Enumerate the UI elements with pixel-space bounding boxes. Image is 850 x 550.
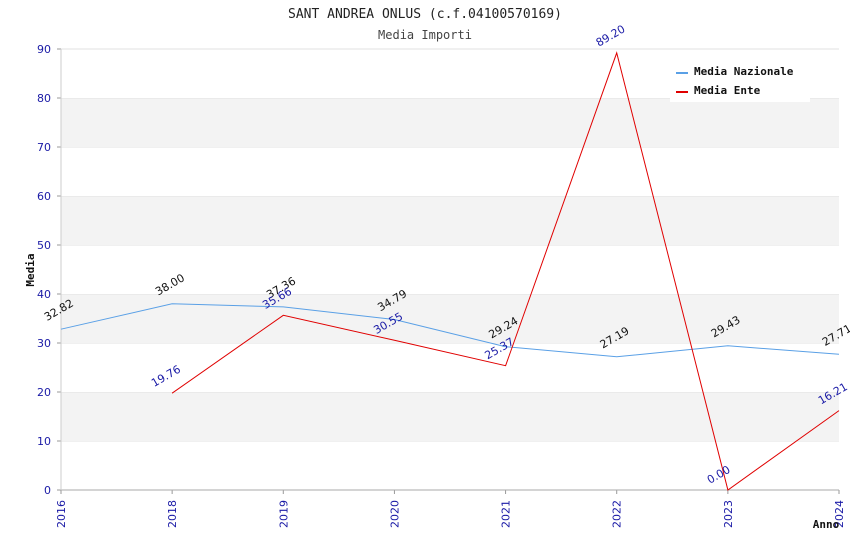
grid-band — [61, 392, 839, 441]
grid-band — [61, 98, 839, 147]
x-axis-ticks: 2016 2018 2019 2020 2021 2022 2023 2024 — [55, 490, 846, 528]
legend-label-ente: Media Ente — [694, 84, 761, 97]
y-tick-label: 50 — [37, 239, 51, 252]
legend: Media Nazionale Media Ente — [670, 60, 810, 102]
y-tick-label: 10 — [37, 435, 51, 448]
chart-subtitle: Media Importi — [378, 28, 472, 42]
x-tick-label: 2022 — [611, 500, 624, 528]
y-tick-label: 60 — [37, 190, 51, 203]
x-tick-label: 2019 — [277, 500, 290, 528]
y-tick-label: 30 — [37, 337, 51, 350]
grid-bands — [61, 48, 839, 490]
y-tick-label: 20 — [37, 386, 51, 399]
y-tick-label: 0 — [44, 484, 51, 497]
x-tick-label: 2021 — [500, 500, 513, 528]
data-label-ente: 89.20 — [594, 23, 628, 50]
y-axis-label: Media — [24, 253, 37, 286]
y-tick-label: 40 — [37, 288, 51, 301]
grid-band — [61, 147, 839, 196]
grid-band — [61, 294, 839, 343]
legend-label-nazionale: Media Nazionale — [694, 65, 794, 78]
x-tick-label: 2023 — [722, 500, 735, 528]
grid-band — [61, 441, 839, 490]
series-group — [60, 51, 840, 491]
x-tick-label: 2018 — [166, 500, 179, 528]
y-axis-ticks: 0 10 20 30 40 50 60 70 80 90 — [37, 43, 61, 497]
y-tick-label: 80 — [37, 92, 51, 105]
x-tick-label: 2020 — [388, 500, 401, 528]
x-tick-label: 2024 — [833, 500, 846, 528]
grid-band — [61, 343, 839, 392]
y-tick-label: 70 — [37, 141, 51, 154]
legend-background — [670, 60, 810, 102]
grid-band — [61, 245, 839, 294]
series-line-ente — [171, 51, 840, 491]
grid-band — [61, 196, 839, 245]
series-line-nazionale — [60, 303, 840, 358]
x-tick-label: 2016 — [55, 500, 68, 528]
chart-title: SANT ANDREA ONLUS (c.f.04100570169) — [288, 7, 562, 22]
x-axis-label: Anno — [813, 518, 840, 531]
y-tick-label: 90 — [37, 43, 51, 56]
